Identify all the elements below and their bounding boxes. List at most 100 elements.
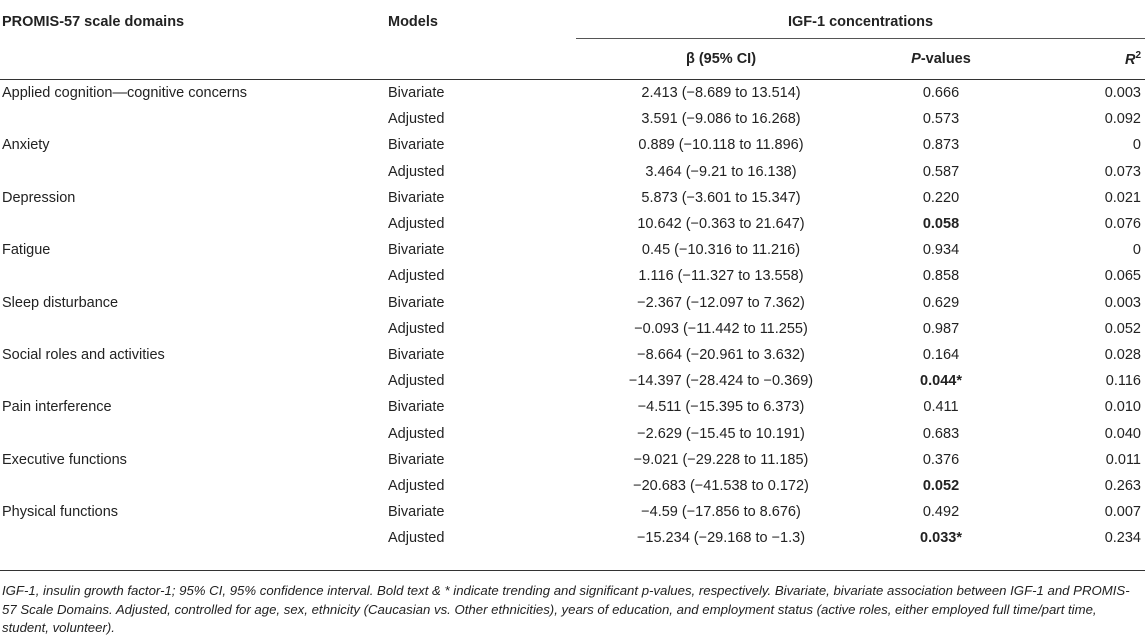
row-model: Adjusted	[388, 111, 445, 128]
header-domain-spacer	[0, 38, 388, 80]
table-body: Applied cognition—cognitive concerns Biva…	[0, 80, 1145, 552]
row-domain: Fatigue	[2, 242, 51, 259]
row-domain	[0, 106, 388, 132]
row-domain: Sleep disturbance	[2, 294, 119, 311]
table-row: Anxiety Bivariate 0.889 (−10.118 to 11.896…	[0, 132, 1145, 158]
row-beta-ci: −4.59 (−17.856 to 8.676)	[641, 504, 801, 521]
row-model: Bivariate	[388, 294, 445, 311]
row-beta-ci: −0.093 (−11.442 to 11.255)	[634, 320, 808, 337]
row-r-squared: 0.010	[1104, 399, 1141, 416]
row-beta-ci: −15.234 (−29.168 to −1.3)	[636, 530, 806, 547]
table-row: Fatigue Bivariate 0.45 (−10.316 to 11.216)…	[0, 237, 1145, 263]
row-domain: Anxiety	[2, 137, 50, 154]
row-domain	[0, 525, 388, 551]
table-row: Adjusted 1.116 (−11.327 to 13.558) 0.858 0.…	[0, 263, 1145, 289]
row-model: Adjusted	[388, 320, 445, 337]
row-domain	[0, 420, 388, 446]
table-row: Executive functions Bivariate −9.021 (−29.…	[0, 447, 1145, 473]
row-beta-ci: −9.021 (−29.228 to 11.185)	[633, 451, 809, 468]
row-r-squared: 0.116	[1105, 373, 1141, 390]
header-domain: PROMIS-57 scale domains	[2, 14, 185, 31]
row-beta-ci: −20.683 (−41.538 to 0.172)	[633, 477, 809, 494]
row-r-squared: 0.234	[1104, 530, 1141, 547]
row-r-squared: 0.092	[1104, 111, 1141, 128]
row-p-value: 0.164	[922, 346, 960, 363]
row-domain	[0, 263, 388, 289]
header-igf-concentrations: IGF-1 concentrations	[576, 6, 1145, 39]
row-beta-ci: −14.397 (−28.424 to −0.369)	[628, 373, 814, 390]
table-row: Adjusted −2.629 (−15.45 to 10.191) 0.683 0.…	[0, 420, 1145, 446]
row-p-value: 0.411	[923, 399, 959, 416]
row-beta-ci: −2.629 (−15.45 to 10.191)	[637, 425, 805, 442]
table-row: Sleep disturbance Bivariate −2.367 (−12.09…	[0, 290, 1145, 316]
table-row: Adjusted 10.642 (−0.363 to 21.647) 0.058 0.…	[0, 211, 1145, 237]
row-beta-ci: 0.889 (−10.118 to 11.896)	[638, 137, 804, 154]
row-p-value: 0.629	[922, 294, 960, 311]
table-row: Physical functions Bivariate −4.59 (−17.85…	[0, 499, 1145, 525]
header-r-squared: R2	[1016, 38, 1145, 80]
header-p-suffix: -values	[920, 51, 971, 67]
row-r-squared: 0	[1132, 137, 1141, 154]
header-r-superscript: 2	[1135, 50, 1141, 62]
row-model: Bivariate	[388, 85, 445, 102]
row-p-value: 0.573	[922, 111, 960, 128]
row-r-squared: 0.028	[1104, 346, 1141, 363]
row-p-value: 0.376	[922, 451, 960, 468]
row-model: Bivariate	[388, 137, 445, 154]
row-p-value: 0.044*	[920, 373, 962, 390]
row-domain	[0, 211, 388, 237]
row-model: Adjusted	[388, 477, 445, 494]
row-domain: Pain interference	[2, 399, 112, 416]
row-beta-ci: 10.642 (−0.363 to 21.647)	[637, 216, 805, 233]
row-p-value: 0.873	[922, 137, 960, 154]
row-r-squared: 0.003	[1104, 85, 1141, 102]
table-row: Adjusted −0.093 (−11.442 to 11.255) 0.987 0…	[0, 316, 1145, 342]
row-domain	[0, 368, 388, 394]
row-domain	[0, 473, 388, 499]
header-models-spacer	[388, 38, 576, 80]
row-beta-ci: 1.116 (−11.327 to 13.558)	[638, 268, 804, 285]
row-beta-ci: 3.591 (−9.086 to 16.268)	[641, 111, 801, 128]
header-r-letter: R	[1124, 51, 1136, 68]
row-domain: Physical functions	[2, 504, 119, 521]
row-p-value: 0.033*	[920, 530, 962, 547]
row-r-squared: 0.065	[1104, 268, 1141, 285]
row-p-value: 0.220	[922, 189, 960, 206]
row-r-squared: 0.007	[1104, 504, 1141, 521]
row-r-squared: 0.052	[1104, 320, 1141, 337]
row-r-squared: 0.003	[1104, 294, 1141, 311]
table-bottom-rule	[0, 570, 1145, 571]
row-domain	[0, 316, 388, 342]
row-model: Bivariate	[388, 242, 445, 259]
row-beta-ci: 5.873 (−3.601 to 15.347)	[641, 189, 801, 206]
row-model: Bivariate	[388, 346, 445, 363]
table-footnote: IGF-1, insulin growth factor-1; 95% CI, …	[2, 583, 1130, 635]
table-row: Social roles and activities Bivariate −8.6…	[0, 342, 1145, 368]
row-r-squared: 0.040	[1104, 425, 1141, 442]
row-r-squared: 0.076	[1104, 216, 1141, 233]
row-beta-ci: 3.464 (−9.21 to 16.138)	[645, 163, 797, 180]
table-row: Adjusted 3.591 (−9.086 to 16.268) 0.573 0.0…	[0, 106, 1145, 132]
row-domain: Applied cognition—cognitive concerns	[2, 85, 248, 102]
row-r-squared: 0.021	[1104, 189, 1141, 206]
row-model: Adjusted	[388, 373, 445, 390]
row-beta-ci: −8.664 (−20.961 to 3.632)	[637, 346, 805, 363]
table-row: Pain interference Bivariate −4.511 (−15.39…	[0, 394, 1145, 420]
row-r-squared: 0.073	[1104, 163, 1141, 180]
table-row: Adjusted −15.234 (−29.168 to −1.3) 0.033* 0…	[0, 525, 1145, 551]
header-p-letter: P	[911, 51, 921, 67]
row-r-squared: 0.011	[1105, 451, 1141, 468]
row-model: Adjusted	[388, 268, 445, 285]
row-model: Bivariate	[388, 451, 445, 468]
table-row: Depression Bivariate 5.873 (−3.601 to 15.3…	[0, 185, 1145, 211]
row-p-value: 0.858	[922, 268, 960, 285]
row-model: Adjusted	[388, 530, 445, 547]
row-model: Adjusted	[388, 216, 445, 233]
row-domain	[0, 159, 388, 185]
table-row: Adjusted −20.683 (−41.538 to 0.172) 0.052 0…	[0, 473, 1145, 499]
row-model: Adjusted	[388, 163, 445, 180]
row-beta-ci: −2.367 (−12.097 to 7.362)	[637, 294, 805, 311]
row-domain: Depression	[2, 189, 76, 206]
row-r-squared: 0	[1132, 242, 1141, 259]
